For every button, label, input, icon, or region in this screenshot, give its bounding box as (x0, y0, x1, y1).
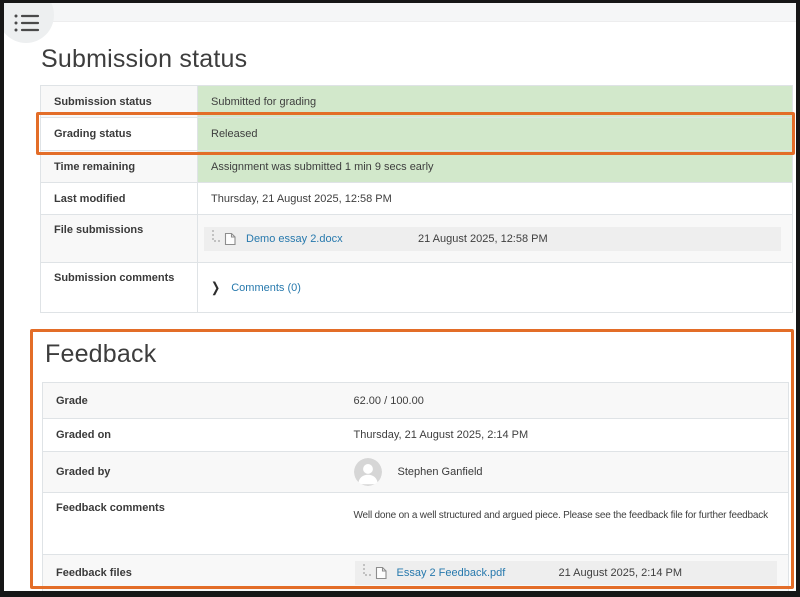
row-label: Grade (42, 382, 341, 419)
grader-avatar (353, 458, 382, 486)
graded-on-value: Thursday, 21 August 2025, 2:14 PM (340, 418, 789, 452)
submitted-file-row: Demo essay 2.docx 21 August 2025, 12:58 … (204, 226, 781, 251)
page-top-strip (4, 3, 796, 22)
grader-name: Stephen Ganfield (397, 466, 483, 478)
page-title: Submission status (41, 45, 248, 73)
feedback-section-title: Feedback (45, 340, 157, 368)
row-last-modified: Last modified Thursday, 21 August 2025, … (40, 182, 793, 215)
file-tree-document-icon (212, 229, 236, 245)
feedback-file-date: 21 August 2025, 2:14 PM (558, 567, 683, 579)
feedback-file-link[interactable]: Essay 2 Feedback.pdf (396, 567, 506, 579)
grade-value: 62.00 / 100.00 (340, 382, 789, 419)
comments-link[interactable]: Comments (0) (231, 281, 301, 294)
row-label: Grading status (40, 117, 198, 151)
row-graded-on: Graded on Thursday, 21 August 2025, 2:14… (42, 418, 789, 452)
submission-status-table: Submission status Submitted for grading … (40, 85, 793, 313)
feedback-table: Grade 62.00 / 100.00 Graded on Thursday,… (42, 382, 789, 591)
row-label: Submission status (40, 85, 198, 118)
last-modified-value: Thursday, 21 August 2025, 12:58 PM (197, 182, 793, 215)
row-grading-status: Grading status Released (40, 117, 793, 151)
row-label: Time remaining (40, 150, 198, 183)
chevron-right-icon: ❯ (211, 280, 221, 296)
submitted-file-link[interactable]: Demo essay 2.docx (246, 232, 343, 245)
row-feedback-comments: Feedback comments Well done on a well st… (42, 492, 789, 555)
row-time-remaining: Time remaining Assignment was submitted … (40, 150, 793, 183)
list-icon (14, 14, 40, 32)
row-submission-comments: Submission comments ❯ Comments (0) (40, 262, 793, 313)
submission-status-value: Submitted for grading (197, 85, 793, 118)
time-remaining-value: Assignment was submitted 1 min 9 secs ea… (197, 150, 793, 183)
feedback-comments-text: Well done on a well structured and argue… (340, 492, 789, 555)
feedback-file-row: Essay 2 Feedback.pdf 21 August 2025, 2:1… (354, 561, 777, 585)
row-label: Submission comments (40, 262, 198, 313)
row-label: File submissions (40, 214, 198, 263)
row-grade: Grade 62.00 / 100.00 (42, 382, 789, 419)
file-tree-document-icon (362, 564, 387, 580)
row-submission-status: Submission status Submitted for grading (40, 85, 793, 118)
submitted-file-date: 21 August 2025, 12:58 PM (418, 232, 548, 245)
row-feedback-files: Feedback files Essay 2 Feedback.pdf 21 A… (42, 554, 789, 591)
row-graded-by: Graded by Stephen Ganfield (42, 451, 789, 493)
row-label: Graded by (42, 451, 341, 493)
row-label: Feedback comments (42, 492, 341, 555)
grading-status-value: Released (197, 117, 793, 151)
grader-identity: Stephen Ganfield (353, 458, 776, 486)
comments-toggle-row[interactable]: ❯ Comments (0) (211, 280, 779, 296)
row-label: Last modified (40, 182, 198, 215)
row-label: Feedback files (42, 554, 341, 591)
row-file-submissions: File submissions Demo essay 2.docx 21 Au… (40, 214, 793, 263)
row-label: Graded on (42, 418, 341, 452)
course-index-drawer-toggle[interactable] (4, 3, 54, 43)
person-icon (353, 458, 382, 486)
